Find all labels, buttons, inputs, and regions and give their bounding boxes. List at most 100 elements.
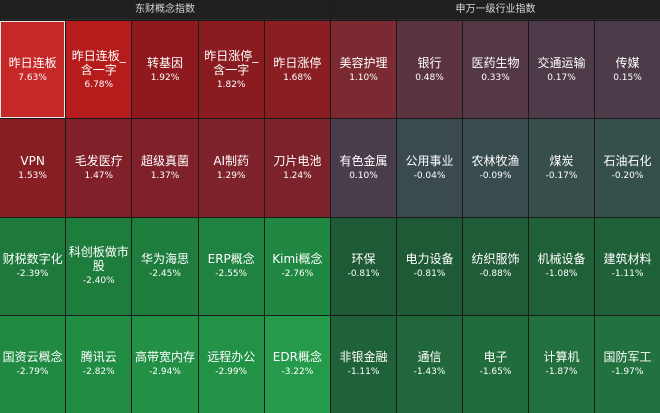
industry-tile-name: 煤炭 <box>549 153 574 168</box>
industry-tile-change: -0.81% <box>413 269 446 280</box>
concept-tile-change: -2.55% <box>215 269 248 280</box>
concept-index-panel: 东财概念指数 昨日连板 7.63% 昨日连板_含一字 6.78% 转基因 1.92% 昨日涨… <box>0 0 330 413</box>
industry-tile-name: 机械设备 <box>537 252 586 267</box>
industry-tile-name: 纺织服饰 <box>471 252 520 267</box>
industry-tile[interactable]: 电子 -1.65% <box>463 315 528 413</box>
industry-tile-name: 交通运输 <box>537 55 586 70</box>
industry-tile[interactable]: 纺织服饰 -0.88% <box>463 217 528 315</box>
concept-tile[interactable]: 昨日连板 7.63% <box>0 21 66 119</box>
industry-tile[interactable]: 美容护理 1.10% <box>331 21 396 119</box>
industry-tile-change: -0.04% <box>413 170 446 181</box>
industry-tile[interactable]: 医药生物 0.33% <box>463 21 528 119</box>
concept-tile-name: 超级真菌 <box>140 153 189 168</box>
industry-tile[interactable]: 有色金属 0.10% <box>331 119 396 217</box>
concept-tile[interactable]: EDR概念 -3.22% <box>264 315 330 413</box>
industry-tile[interactable]: 公用事业 -0.04% <box>397 119 462 217</box>
industry-tile[interactable]: 银行 0.48% <box>397 21 462 119</box>
industry-tile[interactable]: 电力设备 -0.81% <box>397 217 462 315</box>
concept-tile[interactable]: Kimi概念 -2.76% <box>264 217 330 315</box>
industry-tile-change: 1.10% <box>349 72 378 83</box>
industry-tile-change: -1.11% <box>347 367 380 378</box>
concept-tile-change: -2.79% <box>16 367 49 378</box>
concept-tile-name: 科创板做市股 <box>68 245 129 274</box>
industry-tile-change: -0.88% <box>479 269 512 280</box>
concept-tile-change: 7.63% <box>18 72 47 83</box>
concept-tile-name: 昨日涨停_含一字 <box>204 48 259 77</box>
concept-tile[interactable]: 刀片电池 1.24% <box>264 119 330 217</box>
concept-tile-name: 昨日连板_含一字 <box>71 48 126 77</box>
industry-tile-name: 公用事业 <box>405 153 454 168</box>
industry-tile[interactable]: 机械设备 -1.08% <box>529 217 594 315</box>
concept-tile[interactable]: ERP概念 -2.55% <box>198 217 264 315</box>
concept-tile[interactable]: VPN 1.53% <box>0 119 66 217</box>
industry-tile-change: 0.33% <box>481 72 510 83</box>
industry-tile[interactable]: 通信 -1.43% <box>397 315 462 413</box>
concept-tile-change: 1.29% <box>216 170 246 181</box>
concept-tile-change: -2.40% <box>82 276 115 287</box>
concept-tile-change: 1.68% <box>283 72 312 83</box>
concept-tile-name: 高带宽内存 <box>134 350 195 365</box>
concept-tile[interactable]: 毛发医疗 1.47% <box>66 119 132 217</box>
industry-tile[interactable]: 传媒 0.15% <box>595 21 660 119</box>
industry-tile-change: -0.20% <box>611 170 644 181</box>
concept-tile[interactable]: 远程办公 -2.99% <box>198 315 264 413</box>
concept-tile-name: 财税数字化 <box>2 252 63 267</box>
industry-tile[interactable]: 非银金融 -1.11% <box>331 315 396 413</box>
concept-tile-name: VPN <box>20 153 45 168</box>
industry-tile-name: 通信 <box>417 350 442 365</box>
industry-tile-name: 有色金属 <box>339 153 388 168</box>
concept-index-title: 东财概念指数 <box>0 0 330 20</box>
concept-tile[interactable]: 财税数字化 -2.39% <box>0 217 66 315</box>
industry-tile-name: 医药生物 <box>471 55 520 70</box>
concept-tile-name: 毛发医疗 <box>74 153 123 168</box>
industry-tile[interactable]: 建筑材料 -1.11% <box>595 217 660 315</box>
industry-tile-change: 0.17% <box>547 72 576 83</box>
industry-tile-change: -0.09% <box>479 170 512 181</box>
concept-tile[interactable]: 昨日连板_含一字 6.78% <box>66 21 132 119</box>
industry-tile[interactable]: 煤炭 -0.17% <box>529 119 594 217</box>
industry-tile-change: 0.48% <box>415 72 444 83</box>
industry-tile-name: 农林牧渔 <box>471 153 520 168</box>
industry-tile-change: -1.97% <box>611 367 644 378</box>
concept-tile-name: 华为海思 <box>140 252 189 267</box>
concept-tile-name: 转基因 <box>146 55 183 70</box>
concept-tile[interactable]: 科创板做市股 -2.40% <box>66 217 132 315</box>
concept-tile[interactable]: 华为海思 -2.45% <box>132 217 198 315</box>
industry-tile-name: 国防军工 <box>603 350 652 365</box>
industry-tile[interactable]: 交通运输 0.17% <box>529 21 594 119</box>
industry-tile-change: 0.10% <box>349 170 378 181</box>
concept-tile-name: 腾讯云 <box>80 350 117 365</box>
industry-tile-change: -1.65% <box>479 367 512 378</box>
concept-tile[interactable]: 超级真菌 1.37% <box>132 119 198 217</box>
industry-index-heatmap: 美容护理 1.10% 银行 0.48% 医药生物 0.33% 交通运输 0.17% 传媒 0.15… <box>331 21 660 413</box>
industry-tile-name: 建筑材料 <box>603 252 652 267</box>
concept-tile-change: 1.92% <box>150 72 180 83</box>
concept-tile[interactable]: 高带宽内存 -2.94% <box>132 315 198 413</box>
concept-tile-change: -3.22% <box>281 367 314 378</box>
industry-tile[interactable]: 农林牧渔 -0.09% <box>463 119 528 217</box>
concept-tile-change: -2.99% <box>215 367 248 378</box>
industry-tile-change: -1.11% <box>611 269 644 280</box>
concept-tile-name: 刀片电池 <box>273 153 322 168</box>
concept-tile[interactable]: 国资云概念 -2.79% <box>0 315 66 413</box>
industry-index-panel: 申万一级行业指数 美容护理 1.10% 银行 0.48% 医药生物 0.33% 交通运输 0.… <box>331 0 660 413</box>
industry-tile[interactable]: 环保 -0.81% <box>331 217 396 315</box>
concept-tile-name: 昨日涨停 <box>273 55 322 70</box>
industry-tile-change: -1.43% <box>413 367 446 378</box>
industry-tile-change: 0.15% <box>613 72 642 83</box>
concept-tile[interactable]: 腾讯云 -2.82% <box>66 315 132 413</box>
industry-tile[interactable]: 国防军工 -1.97% <box>595 315 660 413</box>
concept-tile[interactable]: 转基因 1.92% <box>132 21 198 119</box>
concept-tile-name: 昨日连板 <box>8 55 57 70</box>
industry-index-title: 申万一级行业指数 <box>331 0 660 20</box>
concept-tile[interactable]: 昨日涨停_含一字 1.82% <box>198 21 264 119</box>
concept-tile-change: -2.45% <box>149 269 181 280</box>
concept-tile[interactable]: 昨日涨停 1.68% <box>264 21 330 119</box>
industry-tile[interactable]: 石油石化 -0.20% <box>595 119 660 217</box>
concept-tile-name: EDR概念 <box>272 350 322 365</box>
industry-tile-name: 石油石化 <box>603 153 652 168</box>
industry-tile-name: 计算机 <box>543 350 580 365</box>
industry-tile[interactable]: 计算机 -1.87% <box>529 315 594 413</box>
concept-tile-name: AI制药 <box>213 153 250 168</box>
concept-tile[interactable]: AI制药 1.29% <box>198 119 264 217</box>
